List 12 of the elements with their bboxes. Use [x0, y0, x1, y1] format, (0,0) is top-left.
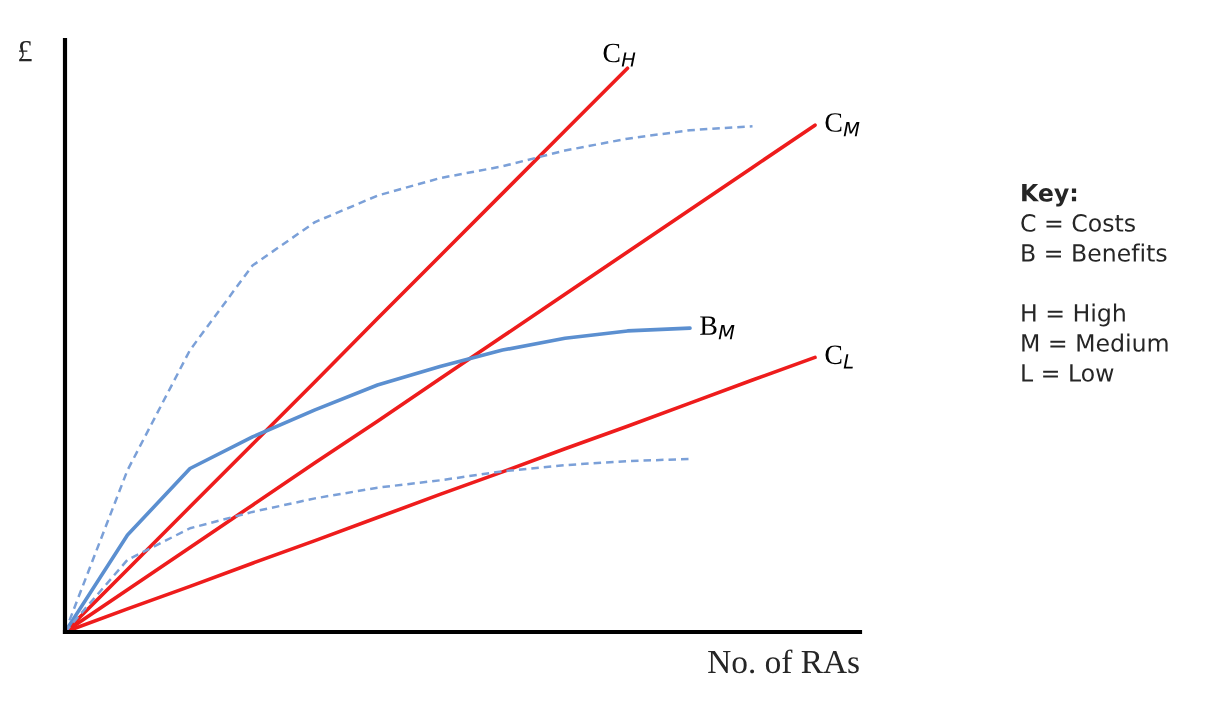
y-axis-title: £	[19, 40, 32, 62]
text: C = Costs	[1021, 213, 1135, 232]
text: B = Benefits	[1022, 243, 1167, 262]
text: H = High	[1022, 303, 1125, 327]
series-label: C$_{M}$	[825, 113, 860, 137]
text: L = Low	[1022, 364, 1114, 382]
series-label: B$_{M}$	[700, 316, 735, 340]
text: M = Medium	[1022, 333, 1168, 352]
x-axis-title: No. of RAs	[708, 649, 859, 674]
series-label: C$_{H}$	[603, 43, 636, 67]
text: Key:	[1022, 184, 1077, 207]
series-label: C$_{L}$	[825, 345, 853, 369]
